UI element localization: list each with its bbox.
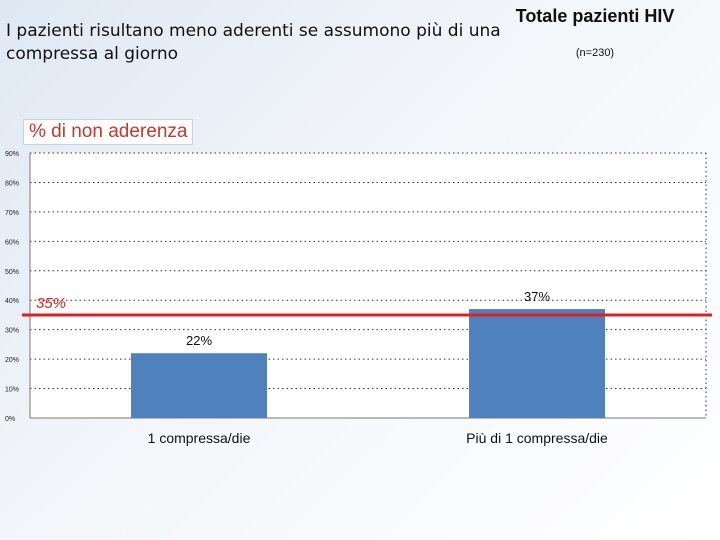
- y-tick-label: 80%: [5, 180, 19, 187]
- y-tick-label: 0%: [5, 416, 15, 423]
- population-headline: Totale pazienti HIV: [515, 6, 675, 26]
- reference-line-label: 35%: [36, 295, 66, 312]
- x-category-label: Più di 1 compressa/die: [466, 430, 608, 446]
- x-category-label: 1 compressa/die: [148, 430, 251, 446]
- y-tick-label: 30%: [5, 328, 19, 335]
- y-tick-label: 50%: [5, 269, 19, 276]
- y-tick-label: 10%: [5, 387, 19, 394]
- sample-size: (n=230): [575, 47, 615, 59]
- y-tick-label: 40%: [5, 298, 19, 305]
- y-tick-label: 90%: [5, 151, 19, 158]
- bar-2: [469, 309, 605, 418]
- y-tick-label: 20%: [5, 357, 19, 364]
- bar-value-label: 37%: [524, 289, 550, 304]
- chart-title: I pazienti risultano meno aderenti se as…: [6, 21, 501, 64]
- y-axis-label: % di non aderenza: [23, 119, 194, 145]
- bar-value-label: 22%: [186, 333, 212, 348]
- bar-1: [131, 353, 267, 418]
- y-tick-label: 60%: [5, 239, 19, 246]
- y-tick-label: 70%: [5, 210, 19, 217]
